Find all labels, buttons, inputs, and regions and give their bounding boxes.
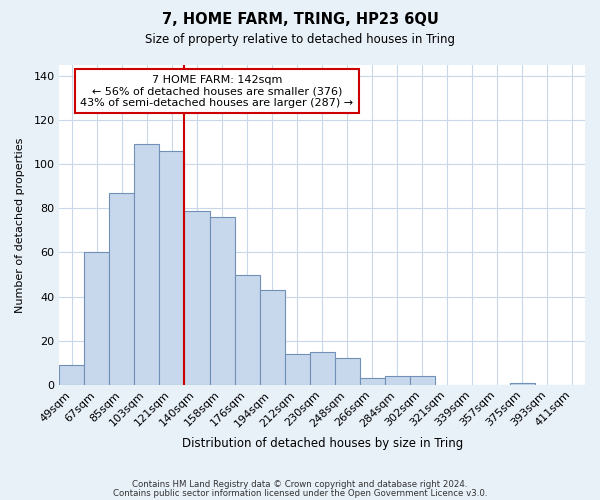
Bar <box>360 378 385 385</box>
Bar <box>385 376 410 385</box>
Bar <box>235 274 260 385</box>
Bar <box>335 358 360 385</box>
Bar <box>284 354 310 385</box>
Y-axis label: Number of detached properties: Number of detached properties <box>15 137 25 312</box>
Text: Contains public sector information licensed under the Open Government Licence v3: Contains public sector information licen… <box>113 489 487 498</box>
Bar <box>310 352 335 385</box>
Bar <box>209 217 235 385</box>
Bar <box>510 382 535 385</box>
Bar <box>410 376 435 385</box>
Bar <box>59 365 85 385</box>
Bar <box>85 252 109 385</box>
X-axis label: Distribution of detached houses by size in Tring: Distribution of detached houses by size … <box>182 437 463 450</box>
Text: Contains HM Land Registry data © Crown copyright and database right 2024.: Contains HM Land Registry data © Crown c… <box>132 480 468 489</box>
Text: 7 HOME FARM: 142sqm
← 56% of detached houses are smaller (376)
43% of semi-detac: 7 HOME FARM: 142sqm ← 56% of detached ho… <box>80 74 353 108</box>
Bar <box>160 151 184 385</box>
Text: 7, HOME FARM, TRING, HP23 6QU: 7, HOME FARM, TRING, HP23 6QU <box>161 12 439 28</box>
Bar <box>134 144 160 385</box>
Bar <box>109 193 134 385</box>
Bar <box>184 210 209 385</box>
Text: Size of property relative to detached houses in Tring: Size of property relative to detached ho… <box>145 32 455 46</box>
Bar <box>260 290 284 385</box>
